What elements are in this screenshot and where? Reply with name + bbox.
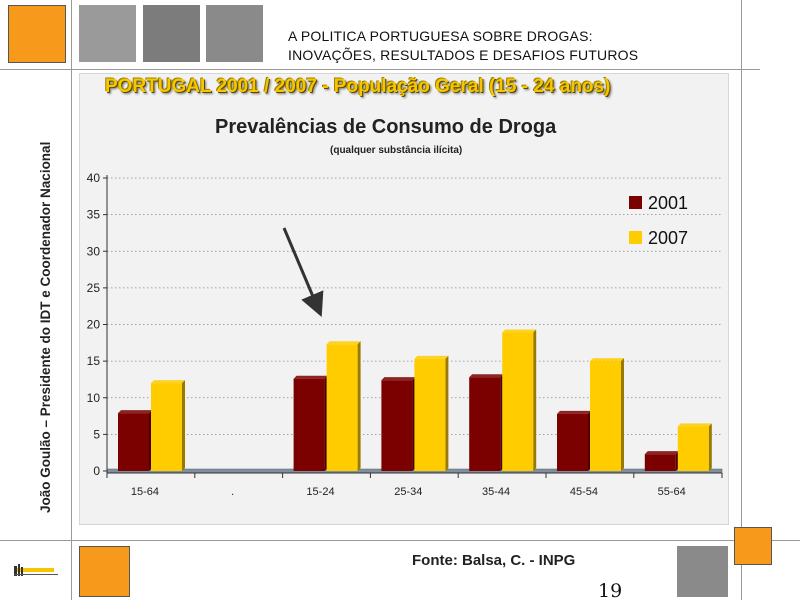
bar-top-2001-15-64 [118,410,152,414]
bar-top-2001-25-34 [381,377,416,381]
bar-2007-45-54 [590,361,621,471]
y-tick-label: 40 [87,171,101,185]
x-tick-label: 25-34 [394,486,422,498]
bar-2007-35-44 [502,332,534,471]
x-tick-label: 35-44 [482,486,510,498]
header-title: A POLITICA PORTUGUESA SOBRE DROGAS: INOV… [288,27,638,65]
y-tick-label: 25 [87,281,101,295]
decorative-gray-square-1 [79,5,136,62]
chart-title: Prevalências de Consumo de Droga [215,116,557,138]
decorative-gray-square-2 [143,5,200,62]
x-tick-label: 55-64 [658,486,686,498]
bar-2007-15-64 [151,383,182,471]
header-divider [0,69,760,70]
bar-top-2007-45-54 [590,358,624,362]
page-number: 19 [598,580,623,602]
chart-subtitle: (qualquer substância ilícita) [330,145,463,156]
y-tick-label: 30 [87,244,101,258]
legend-swatch-2001 [629,196,642,209]
bar-top-2007-15-64 [151,380,185,384]
bar-side-2007-25-34 [445,355,449,471]
bar-top-2007-15-24 [326,341,361,345]
bar-top-2001-35-44 [469,374,504,378]
y-tick-label: 0 [93,464,100,478]
y-tick-label: 10 [87,391,101,405]
decorative-orange-square-bottom [79,546,130,597]
bar-2007-25-34 [414,358,446,471]
bar-top-2007-35-44 [502,329,537,333]
bar-2007-55-64 [677,426,709,471]
legend-label-2007: 2007 [648,228,688,248]
y-tick-label: 5 [93,427,100,441]
decorative-orange-square-top [8,5,66,63]
right-divider [741,0,742,600]
footer-divider [0,540,800,541]
decorative-gray-square-bottom [677,546,728,597]
bar-side-2007-15-64 [182,380,185,471]
bar-top-2007-25-34 [414,355,449,359]
bar-2001-15-24 [293,378,325,471]
bar-top-2001-55-64 [644,451,679,455]
bar-side-2007-35-44 [533,329,537,471]
y-tick-label: 35 [87,208,101,222]
decorative-gray-square-3 [206,5,263,62]
x-tick-label: . [231,486,234,498]
bar-top-2001-45-54 [557,410,591,414]
x-tick-label: 45-54 [570,486,598,498]
source-citation: Fonte: Balsa, C. - INPG [412,552,576,569]
left-divider [71,0,72,600]
chart-banner: PORTUGAL 2001 / 2007 - População Geral (… [105,76,611,97]
x-tick-label: 15-64 [131,486,159,498]
footer-logo [12,552,60,582]
bar-top-2001-15-24 [293,375,328,379]
bar-side-2007-15-24 [357,341,361,471]
x-tick-label: 15-24 [306,486,334,498]
bar-2001-25-34 [381,380,413,471]
header-title-line1: A POLITICA PORTUGUESA SOBRE DROGAS: [288,28,593,44]
bar-side-2007-55-64 [708,423,712,471]
bar-2007-15-24 [326,344,358,471]
decorative-orange-square-right [734,527,772,565]
bar-2001-55-64 [644,454,676,471]
bar-top-2007-55-64 [677,423,712,427]
annotation-arrow [282,227,324,318]
legend-swatch-2007 [629,231,642,244]
legend-label-2001: 2001 [648,193,688,213]
header-title-line2: INOVAÇÕES, RESULTADOS E DESAFIOS FUTUROS [288,47,639,63]
bar-side-2007-45-54 [621,358,624,471]
bar-2001-45-54 [557,413,588,471]
bar-2001-15-64 [118,413,149,471]
bar-2001-35-44 [469,377,501,471]
y-tick-label: 15 [87,354,101,368]
y-tick-label: 20 [87,318,101,332]
